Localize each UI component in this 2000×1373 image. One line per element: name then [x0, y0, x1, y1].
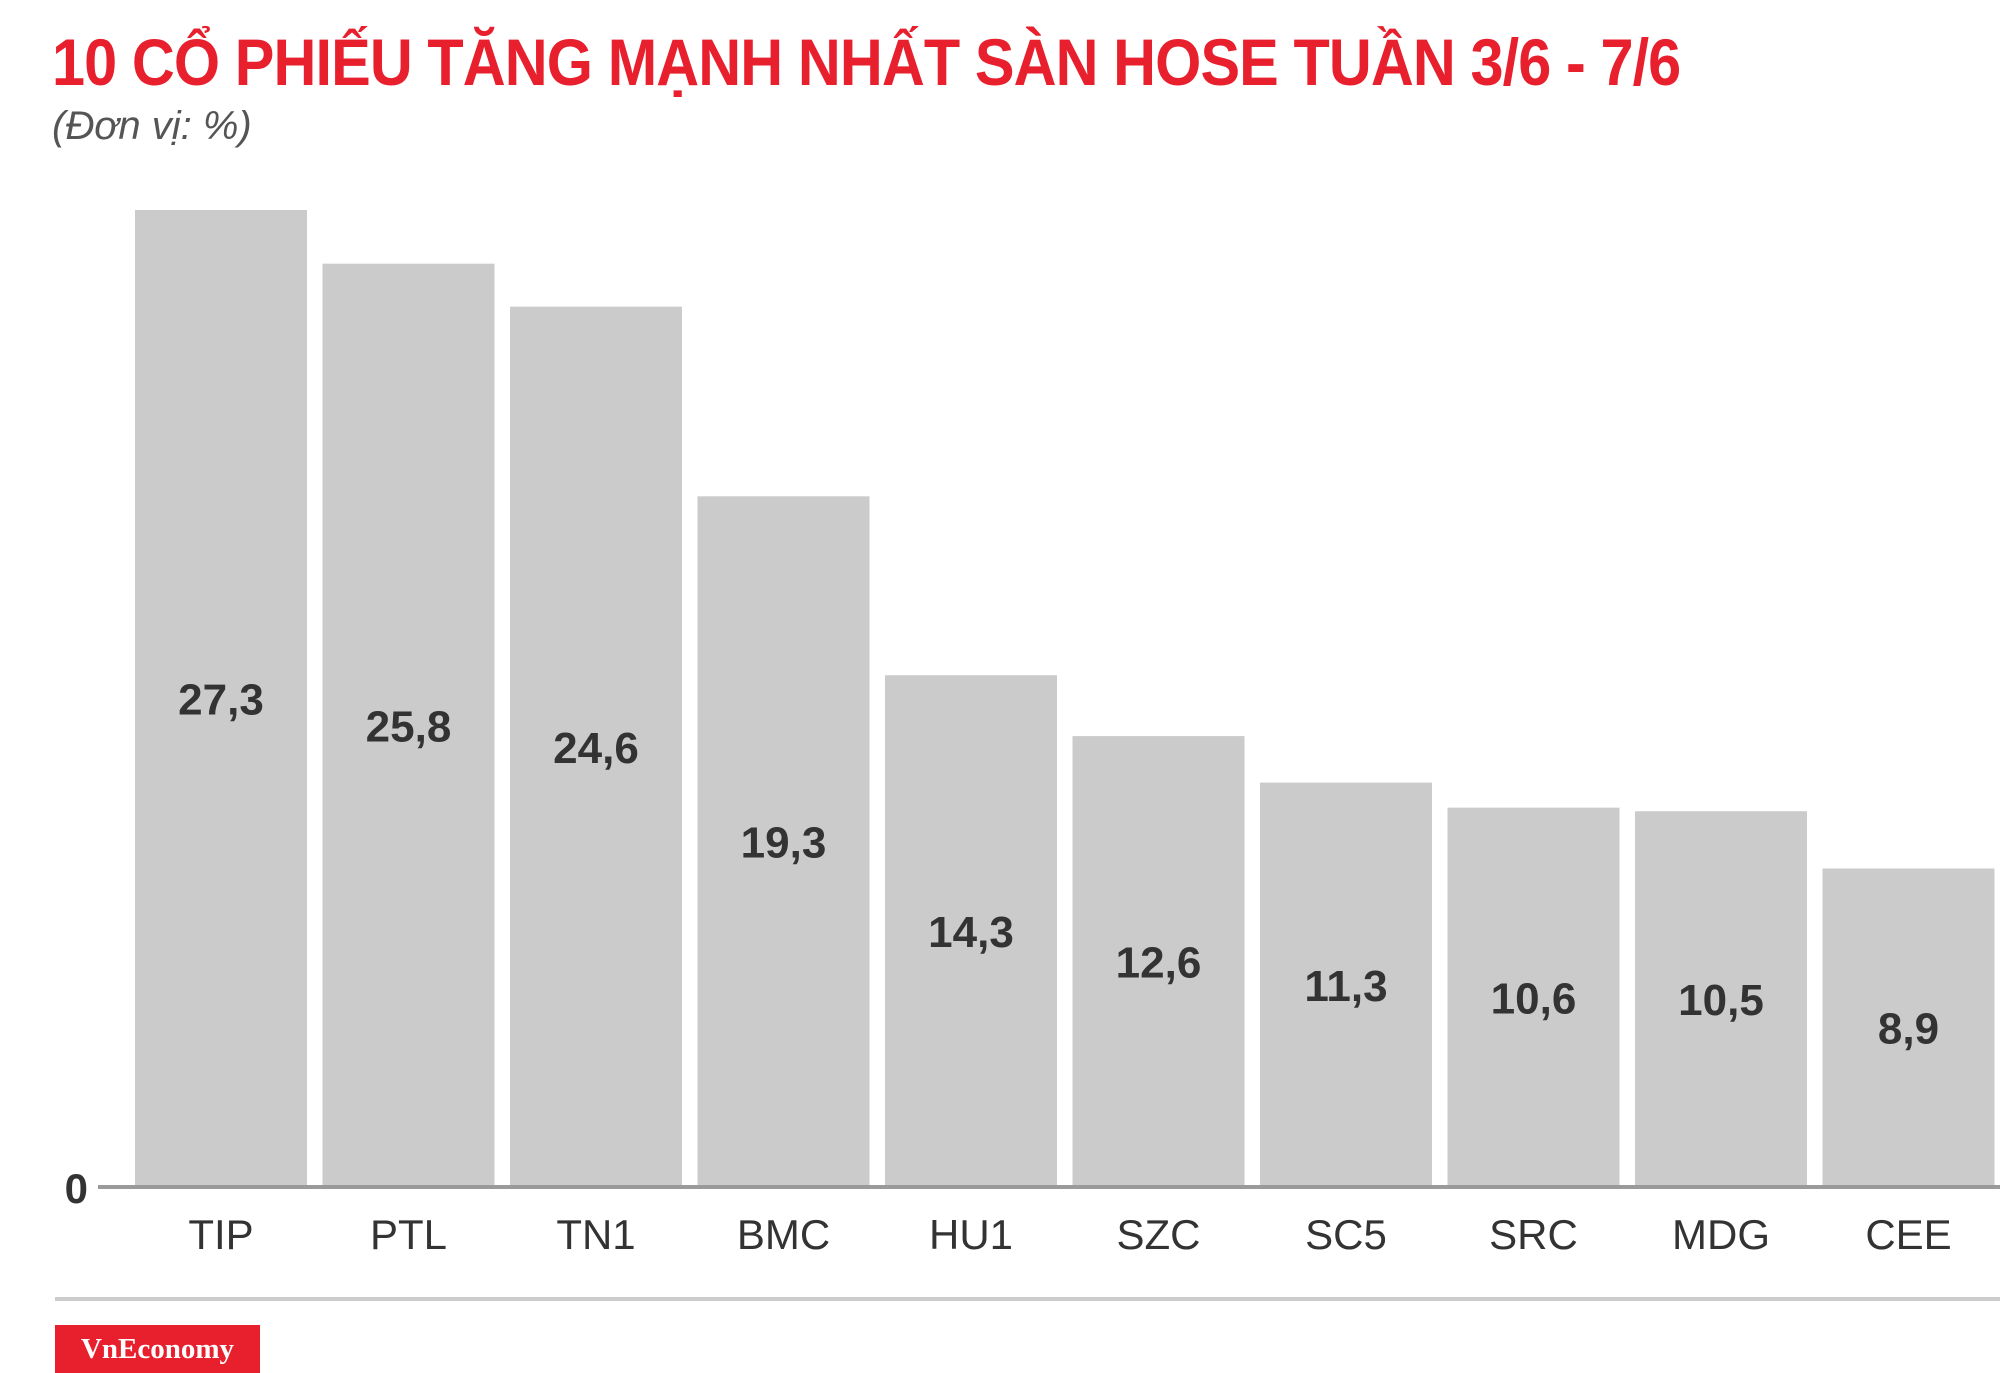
bar-chart: 27,3 TIP 25,8 PTL 24,6 TN1 19,3 BMC 14,3 HU1 12,6 S…	[65, 210, 2000, 1258]
value-label: 24,6	[553, 724, 639, 773]
bar-tip	[135, 210, 307, 1187]
category-label: SC5	[1305, 1211, 1387, 1258]
category-label: SRC	[1489, 1211, 1578, 1258]
category-label: CEE	[1865, 1211, 1951, 1258]
value-label: 10,5	[1678, 976, 1764, 1025]
category-label: BMC	[737, 1211, 830, 1258]
bar-ptl	[322, 263, 495, 1188]
y-tick-label: 0	[65, 1165, 88, 1212]
value-label: 11,3	[1304, 962, 1387, 1011]
bar-cee	[1822, 868, 1995, 1187]
value-label: 10,6	[1491, 974, 1577, 1023]
vneconomy-logo: VnEconomy	[55, 1325, 260, 1373]
bar-src	[1447, 807, 1620, 1187]
category-label: TN1	[556, 1211, 635, 1258]
value-label: 12,6	[1116, 939, 1202, 988]
value-label: 8,9	[1878, 1005, 1939, 1054]
bar-bmc	[697, 496, 870, 1187]
value-label: 27,3	[178, 676, 264, 725]
logo-text: VnEconomy	[80, 1332, 235, 1365]
category-label: PTL	[370, 1211, 447, 1258]
bar-mdg	[1635, 811, 1807, 1187]
value-label: 25,8	[366, 702, 452, 751]
category-label: TIP	[188, 1211, 253, 1258]
value-label: 19,3	[741, 819, 827, 868]
bar-szc	[1072, 736, 1245, 1187]
chart-title: 10 CỔ PHIẾU TĂNG MẠNH NHẤT SÀN HOSE TUẦN…	[52, 25, 1681, 99]
category-label: SZC	[1117, 1211, 1201, 1258]
bar-tn1	[510, 306, 682, 1188]
bar-hu1	[885, 675, 1057, 1187]
bar-sc5	[1260, 782, 1432, 1187]
category-label: HU1	[929, 1211, 1013, 1258]
value-label: 14,3	[928, 908, 1014, 957]
footer-divider	[55, 1297, 2000, 1301]
unit-subtitle: (Đơn vị: %)	[52, 104, 252, 148]
category-label: MDG	[1672, 1211, 1770, 1258]
